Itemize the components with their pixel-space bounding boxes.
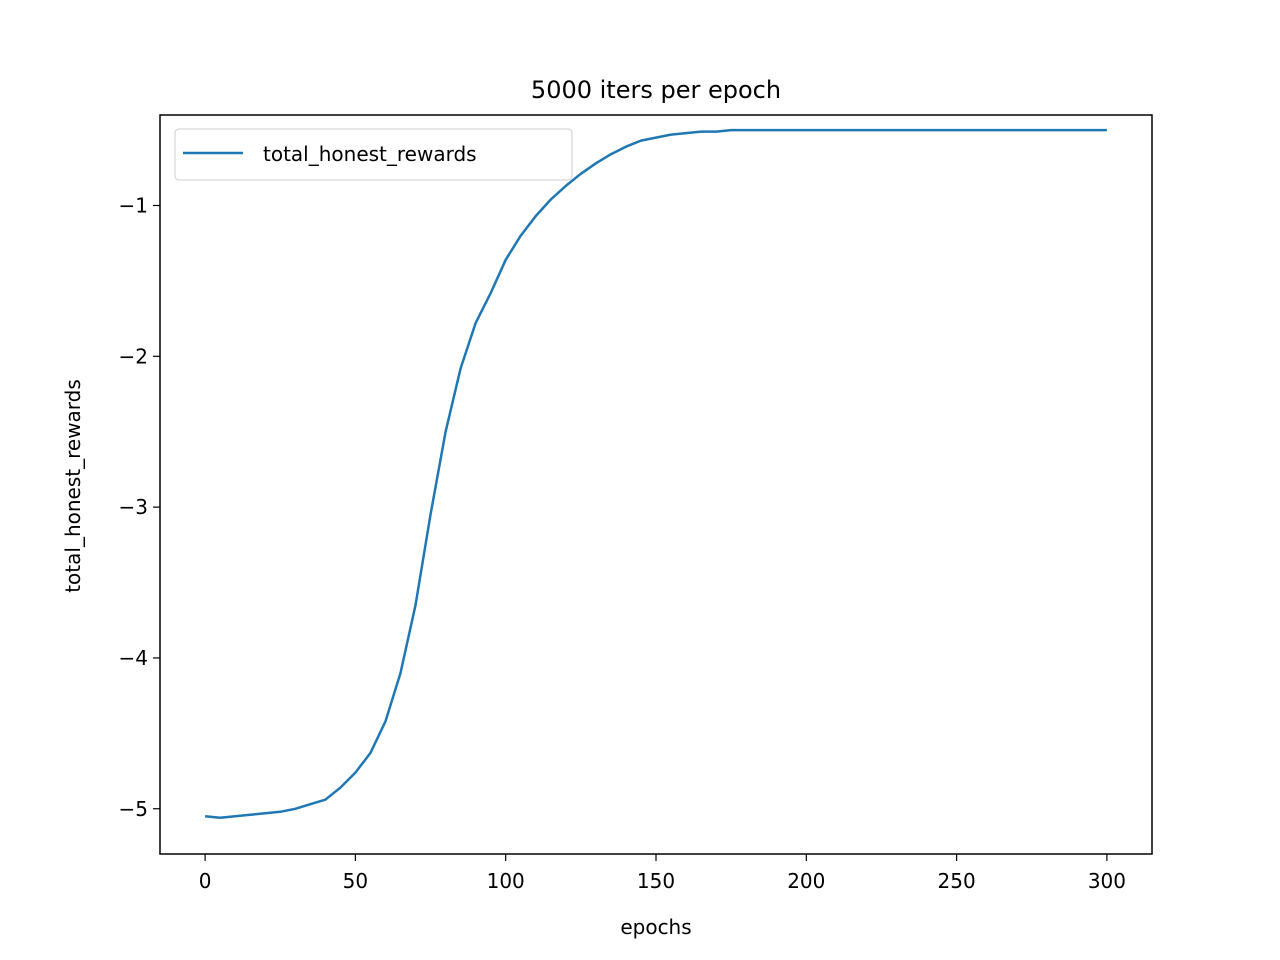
- x-tick-label: 300: [1088, 869, 1126, 893]
- series-line-total-honest-rewards: [204, 128, 1107, 820]
- legend-label: total_honest_rewards: [263, 142, 477, 166]
- y-axis: −5 −4 −3 −2 −1: [119, 193, 160, 821]
- x-tick-label: 250: [938, 869, 976, 893]
- x-tick-label: 200: [787, 869, 825, 893]
- x-axis-label: epochs: [620, 915, 691, 939]
- y-tick-label: −2: [119, 344, 148, 368]
- y-tick-label: −1: [119, 193, 148, 217]
- x-tick-label: 50: [343, 869, 368, 893]
- y-tick-label: −5: [119, 797, 148, 821]
- x-axis: 0 50 100 150 200 250 300: [199, 854, 1126, 893]
- y-axis-label: total_honest_rewards: [61, 379, 85, 593]
- chart-title: 5000 iters per epoch: [531, 76, 781, 104]
- x-tick-label: 150: [637, 869, 675, 893]
- y-tick-label: −4: [119, 646, 148, 670]
- legend-box: [174, 128, 573, 181]
- legend: total_honest_rewards: [174, 128, 573, 181]
- x-tick-label: 100: [487, 869, 525, 893]
- x-tick-label: 0: [199, 869, 212, 893]
- y-tick-label: −3: [119, 495, 148, 519]
